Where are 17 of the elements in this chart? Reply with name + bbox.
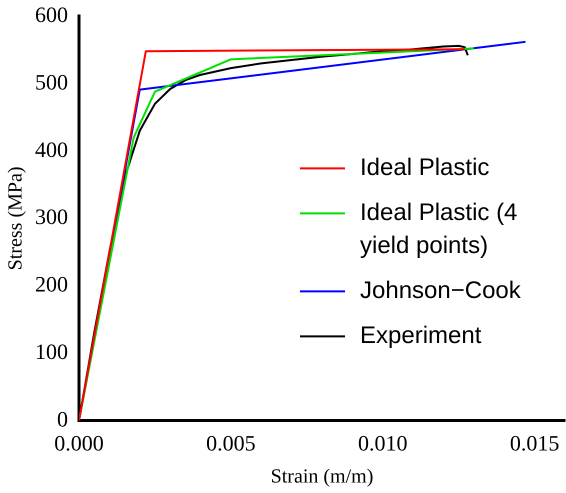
x-axis-title: Strain (m/m): [270, 465, 374, 488]
legend-label: Experiment: [360, 322, 482, 350]
y-tick-label: 400: [35, 136, 68, 162]
legend-label: Ideal Plastic (4 yield points): [360, 199, 518, 260]
y-tick-label: 300: [35, 204, 68, 230]
x-tick-label: 0.015: [510, 430, 560, 456]
y-tick-label: 200: [35, 272, 68, 297]
x-tick-label: 0.005: [206, 430, 256, 456]
y-tick-label: 0: [57, 406, 68, 432]
legend-label: Johnson−Cook: [360, 277, 522, 304]
y-tick-label: 600: [35, 2, 68, 27]
y-tick-label: 100: [35, 338, 68, 364]
y-tick-label: 500: [35, 69, 68, 94]
legend-label: Ideal Plastic: [360, 154, 490, 182]
x-tick-label: 0.000: [54, 430, 104, 456]
x-tick-label: 0.010: [358, 430, 408, 456]
y-axis-title: Stress (MPa): [4, 166, 26, 270]
